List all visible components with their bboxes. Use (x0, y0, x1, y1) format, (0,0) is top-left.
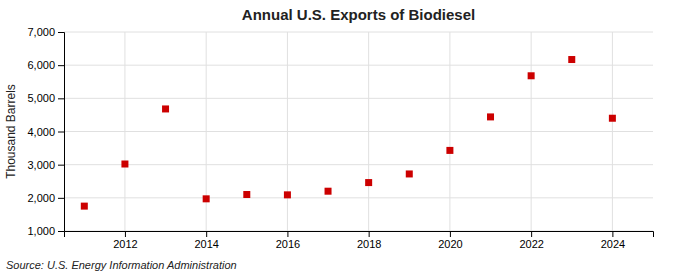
x-tick: 2022 (519, 231, 543, 250)
y-grid-line (64, 32, 653, 33)
point (528, 72, 535, 79)
y-grid-line (64, 131, 653, 132)
y-axis-title: Thousand Barrels (4, 84, 18, 179)
x-grid-line (368, 32, 369, 231)
y-tick-mark (58, 65, 64, 66)
x-grid-line (124, 32, 125, 231)
x-axis: 2012 2014 2016 2018 2020 2022 2024 (65, 231, 654, 250)
y-tick-mark (58, 198, 64, 199)
x-tick: 2012 (113, 231, 137, 250)
x-tick: 2024 (601, 231, 625, 250)
point (446, 147, 453, 154)
x-grid-line (287, 32, 288, 231)
point (325, 188, 332, 195)
y-tick-label: 3,000 (27, 159, 55, 171)
y-tick: 2,000 (27, 192, 64, 204)
x-tick-mark (125, 231, 126, 237)
y-tick: 5,000 (27, 92, 64, 104)
point (568, 56, 575, 63)
x-tick: 2018 (357, 231, 381, 250)
x-tick-mark (287, 231, 288, 237)
y-tick-label: 2,000 (27, 192, 55, 204)
y-tick-label: 7,000 (27, 26, 55, 38)
x-tick-mark (450, 231, 451, 237)
grid (64, 32, 653, 231)
point (81, 203, 88, 210)
x-tick-mark (612, 231, 613, 237)
y-tick-mark (58, 32, 64, 33)
y-tick-label: 5,000 (27, 92, 55, 104)
point (365, 179, 372, 186)
x-tick: 2016 (276, 231, 300, 250)
point (609, 115, 616, 122)
x-tick-label: 2016 (276, 238, 300, 250)
y-tick: 3,000 (27, 159, 64, 171)
point (487, 113, 494, 120)
y-grid-line (64, 65, 653, 66)
x-axis-line (65, 232, 654, 238)
y-grid-line (64, 98, 653, 99)
y-grid-line (64, 197, 653, 198)
y-tick: 6,000 (27, 59, 64, 71)
y-tick-label: 6,000 (27, 59, 55, 71)
annotation: Source: U.S. Energy Information Administ… (6, 259, 237, 271)
x-tick-label: 2018 (357, 238, 381, 250)
point (406, 170, 413, 177)
chart: 2012 2014 2016 2018 2020 2022 2024 1,000 2,000 3,… (0, 0, 675, 275)
x-tick-mark (531, 231, 532, 237)
marks (81, 56, 616, 210)
point (203, 195, 210, 202)
title: Annual U.S. Exports of Biodiesel (242, 6, 475, 23)
y-axis-line (58, 33, 65, 232)
x-tick-mark (369, 231, 370, 237)
y-tick: 1,000 (27, 225, 64, 237)
x-tick-label: 2024 (601, 238, 625, 250)
y-grid-line (64, 164, 653, 165)
point (121, 161, 128, 168)
x-grid-line (449, 32, 450, 231)
x-tick: 2020 (438, 231, 462, 250)
x-tick-label: 2014 (194, 238, 218, 250)
y-tick: 7,000 (27, 26, 64, 38)
y-tick: 4,000 (27, 126, 64, 138)
x-tick: 2014 (194, 231, 218, 250)
y-axis: 1,000 2,000 3,000 4,000 5,000 6,000 7,000 (27, 26, 64, 237)
y-tick-label: 4,000 (27, 126, 55, 138)
x-tick-label: 2012 (113, 238, 137, 250)
point (284, 191, 291, 198)
y-tick-mark (58, 98, 64, 99)
x-tick-label: 2022 (519, 238, 543, 250)
plot-area: 2012 2014 2016 2018 2020 2022 2024 1,000 2,000 3,… (27, 26, 653, 250)
point (162, 105, 169, 112)
x-grid-line (612, 32, 613, 231)
x-tick-label: 2020 (438, 238, 462, 250)
x-tick-mark (206, 231, 207, 237)
point (243, 191, 250, 198)
y-tick-mark (58, 132, 64, 133)
y-tick-mark (58, 165, 64, 166)
y-tick-mark (58, 231, 64, 232)
x-grid-line (531, 32, 532, 231)
y-tick-label: 1,000 (27, 225, 55, 237)
